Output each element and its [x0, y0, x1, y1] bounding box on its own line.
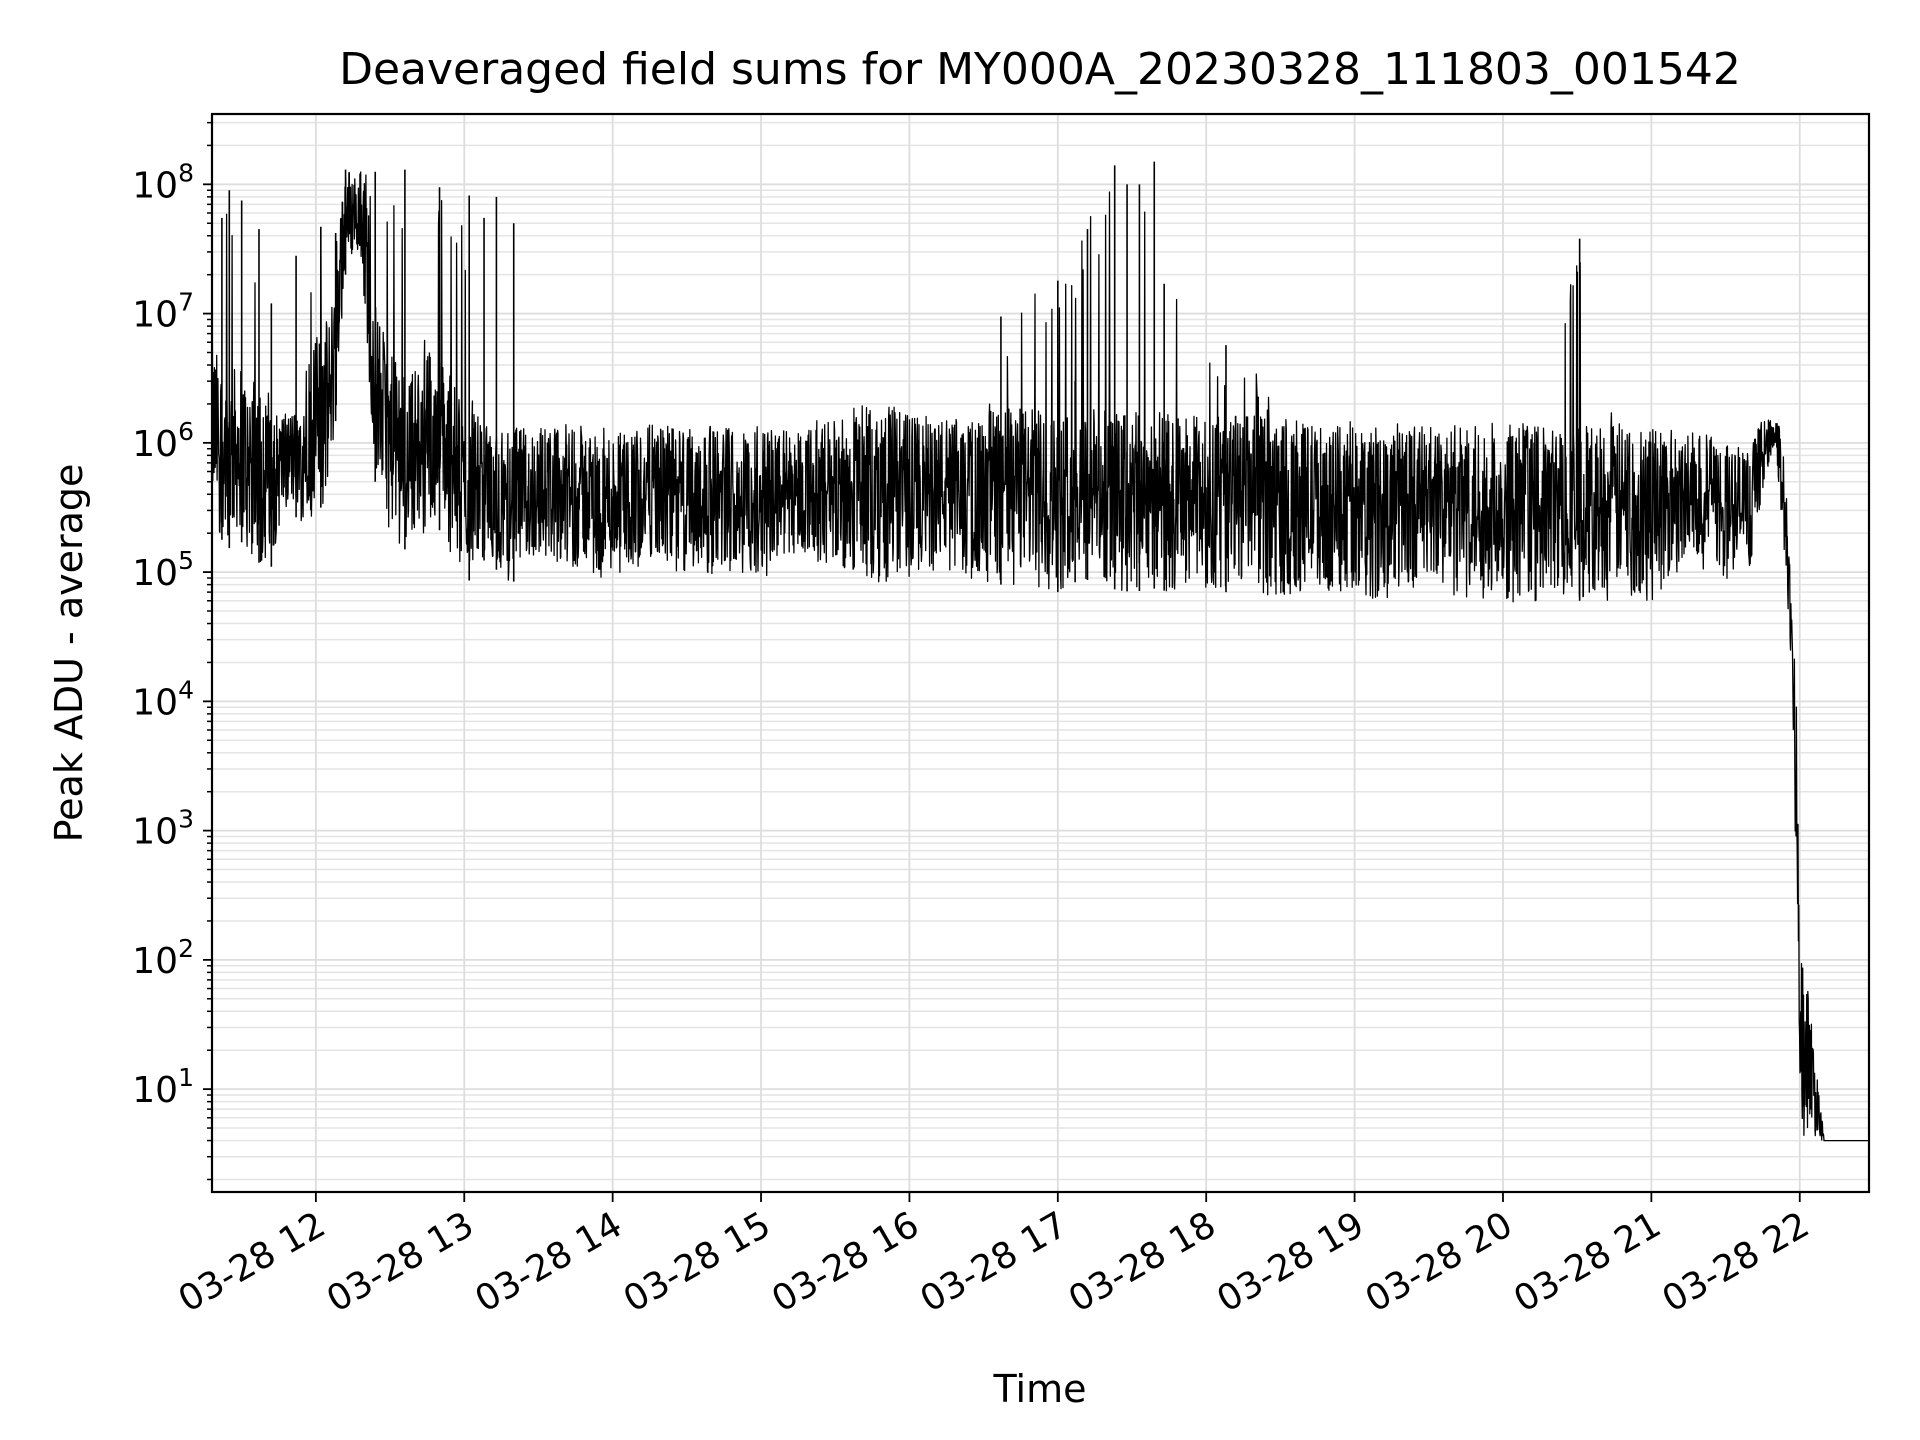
y-tick-label: 105 — [132, 546, 194, 594]
y-axis-label: Peak ADU - average — [47, 464, 91, 843]
y-tick-label: 103 — [132, 805, 194, 853]
plot-frame — [210, 112, 1871, 1194]
y-tick-label: 106 — [132, 417, 194, 465]
y-tick-label: 104 — [132, 675, 194, 723]
data-series — [211, 161, 1870, 1142]
x-axis-label: Time — [993, 1367, 1087, 1411]
series-line — [211, 171, 1870, 1142]
y-tick-label: 107 — [132, 288, 194, 336]
y-tick-label: 108 — [132, 158, 194, 206]
y-tick-label: 101 — [132, 1063, 194, 1111]
y-tick-label: 102 — [132, 934, 194, 982]
chart-title: Deaveraged field sums for MY000A_2023032… — [339, 44, 1741, 95]
